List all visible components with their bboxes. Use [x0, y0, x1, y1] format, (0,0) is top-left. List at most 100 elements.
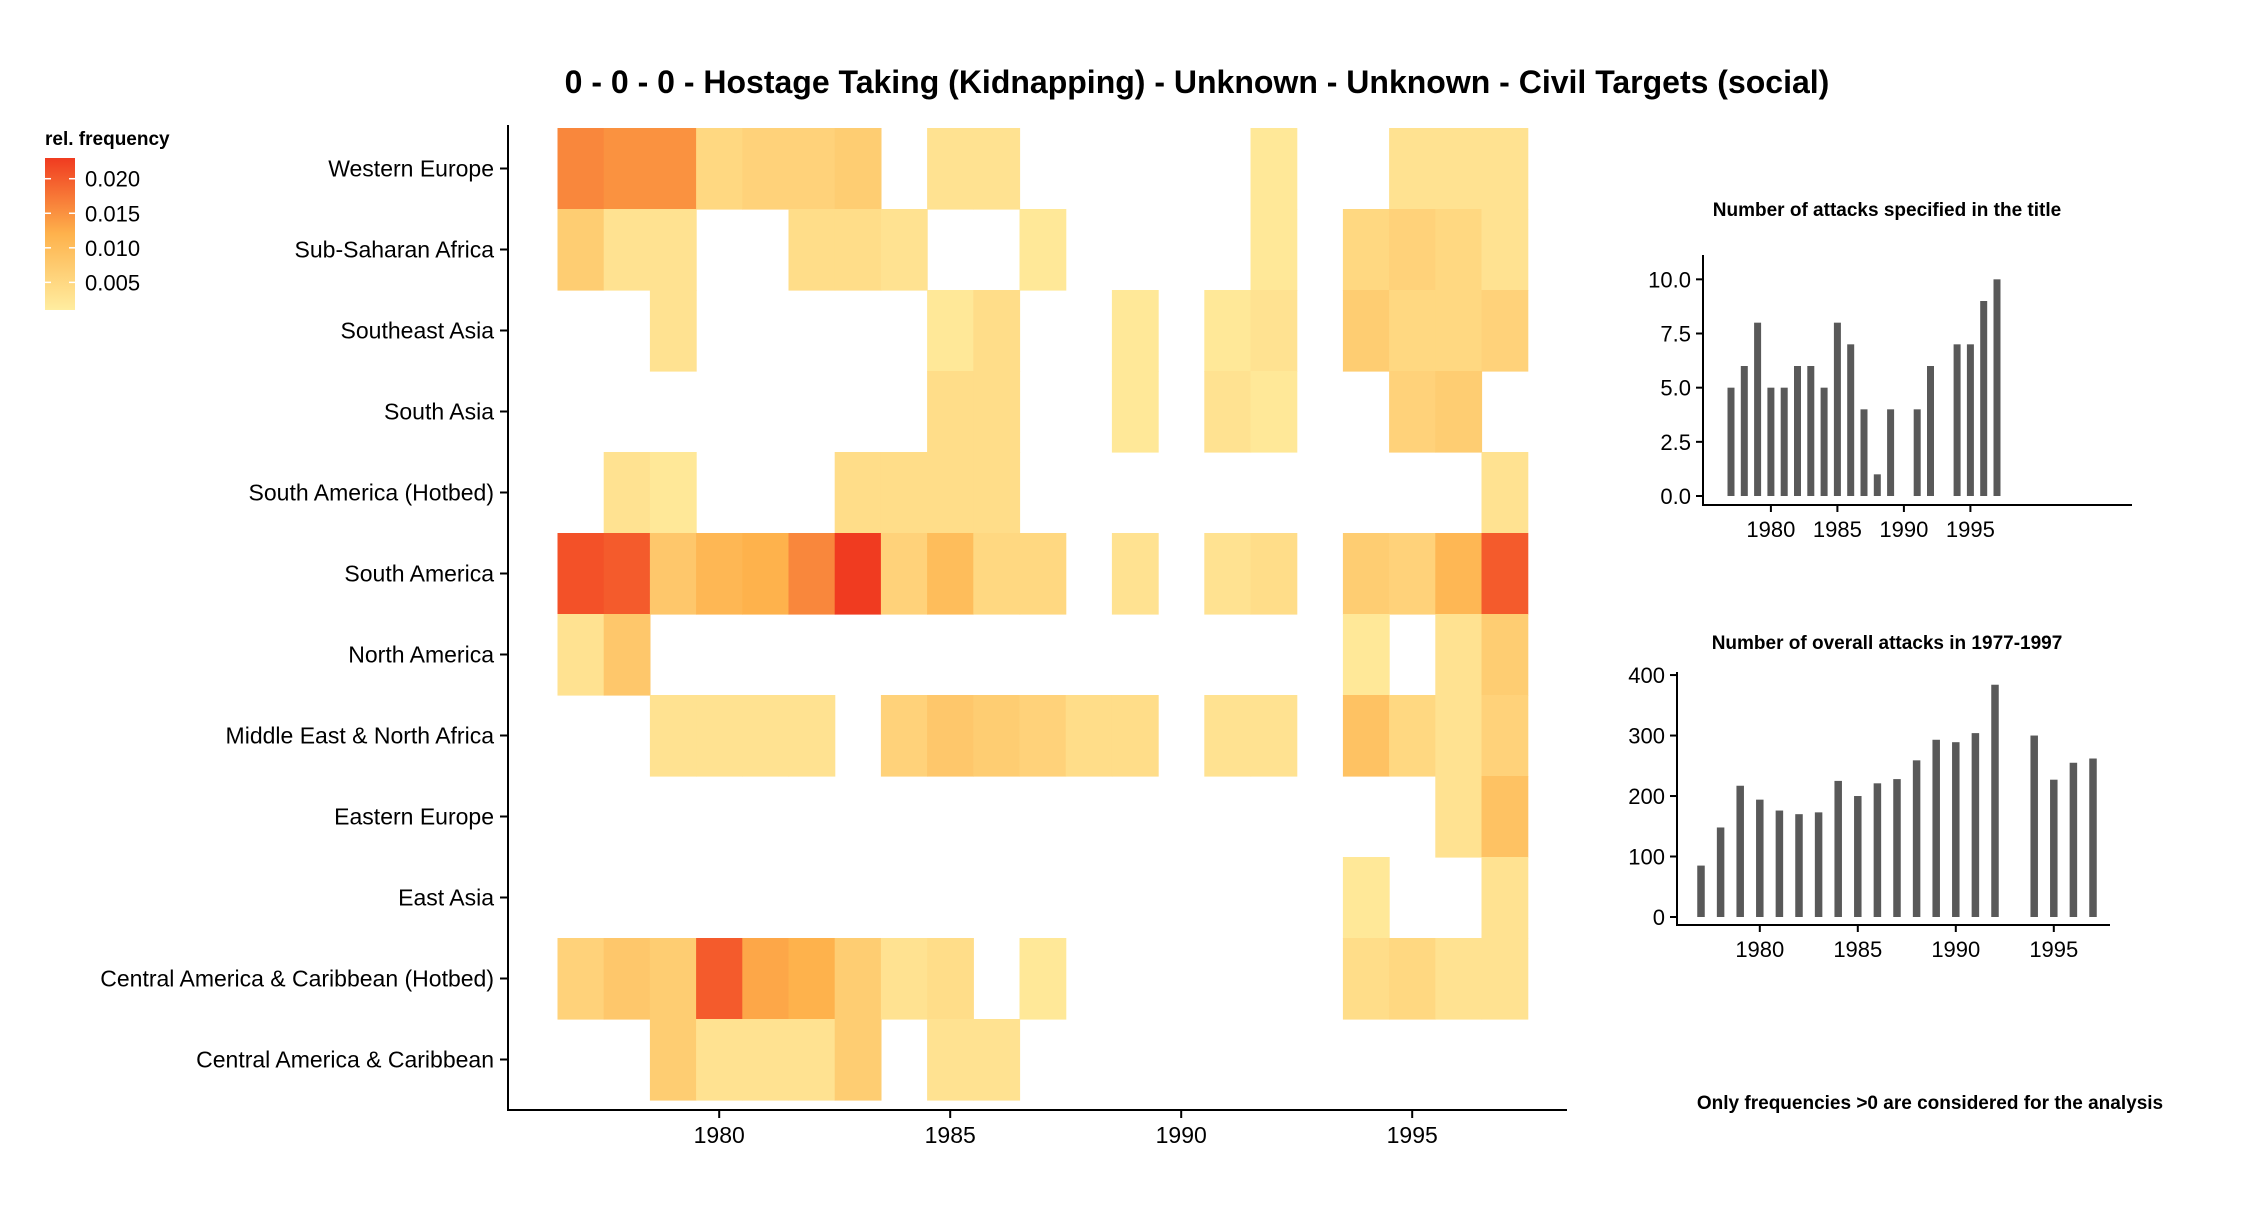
- y-tick-label: 100: [1628, 845, 1665, 870]
- bar: [1847, 344, 1855, 496]
- heatmap-cell: [1481, 533, 1529, 615]
- bar: [1775, 810, 1784, 917]
- heatmap-cell: [1435, 128, 1483, 210]
- heatmap-cell: [1389, 290, 1436, 372]
- heatmap-cell: [557, 938, 605, 1020]
- heatmap-cell: [1435, 938, 1483, 1020]
- x-tick-label: 1980: [1735, 937, 1784, 962]
- heatmap-cell: [973, 695, 1021, 777]
- x-tick-label: 1995: [2029, 937, 2078, 962]
- heatmap-cell: [1019, 938, 1067, 1020]
- heatmap-cell: [1435, 533, 1483, 615]
- x-tick-label: 1995: [1946, 517, 1995, 542]
- heatmap-cell: [557, 209, 605, 291]
- heatmap-cell: [1250, 290, 1298, 372]
- y-tick-label: 0.0: [1660, 484, 1691, 509]
- bar: [1754, 322, 1762, 496]
- heatmap-cell: [788, 1019, 836, 1101]
- heatmap-cell: [1342, 938, 1390, 1020]
- heatmap-cell: [1435, 209, 1483, 291]
- bar: [1756, 799, 1764, 917]
- attacks-specified-bar-chart: Number of attacks specified in the title…: [1648, 200, 2132, 542]
- heatmap-row-label: Central America & Caribbean (Hotbed): [100, 966, 494, 992]
- heatmap-cell: [880, 695, 928, 777]
- heatmap-row-label: North America: [348, 642, 494, 668]
- chart-title: 0 - 0 - 0 - Hostage Taking (Kidnapping) …: [565, 64, 1830, 100]
- legend-label: 0.005: [85, 270, 140, 295]
- heatmap-cell: [788, 209, 836, 291]
- bar: [1993, 279, 2001, 496]
- bar: [1716, 827, 1725, 917]
- y-tick-label: 5.0: [1660, 376, 1691, 401]
- heatmap-cell: [1435, 695, 1483, 777]
- y-tick-label: 200: [1628, 784, 1665, 809]
- heatmap-cell: [834, 938, 882, 1020]
- heatmap-cell: [973, 290, 1021, 372]
- heatmap-cell: [1342, 614, 1390, 696]
- bar: [1991, 684, 1999, 917]
- bar2-title: Number of overall attacks in 1977-1997: [1712, 633, 2063, 654]
- heatmap-cell: [1111, 533, 1159, 615]
- bar: [1820, 387, 1828, 496]
- heatmap-cell: [603, 128, 651, 210]
- heatmap-cell: [603, 209, 651, 291]
- heatmap-cell: [696, 533, 743, 615]
- bar: [1966, 344, 1974, 496]
- heatmap-cell: [927, 1019, 974, 1101]
- bar: [1980, 301, 1988, 496]
- heatmap-cell: [788, 938, 836, 1020]
- heatmap-x-tick-label: 1995: [1387, 1122, 1438, 1148]
- heatmap-cell: [1481, 857, 1529, 939]
- y-tick-label: 300: [1628, 724, 1665, 749]
- bar: [1953, 344, 1961, 496]
- heatmap-cell: [1342, 209, 1390, 291]
- heatmap-cell: [1389, 128, 1436, 210]
- bar: [1873, 474, 1881, 496]
- heatmap-cell: [927, 938, 974, 1020]
- bar: [1913, 409, 1921, 496]
- y-tick-label: 2.5: [1660, 430, 1691, 455]
- heatmap-cell: [834, 452, 882, 534]
- heatmap-cell: [603, 938, 651, 1020]
- heatmap-cell: [1435, 290, 1483, 372]
- legend-label: 0.020: [85, 167, 140, 192]
- heatmap-cell: [834, 128, 882, 210]
- legend-label: 0.010: [85, 236, 140, 261]
- bar: [1912, 760, 1921, 917]
- heatmap-cell: [1204, 533, 1252, 615]
- heatmap-cell: [1481, 290, 1529, 372]
- heatmap-cell: [557, 614, 605, 696]
- heatmap-cell: [1204, 290, 1252, 372]
- heatmap-cell: [742, 938, 790, 1020]
- heatmap-cell: [1250, 128, 1298, 210]
- heatmap-cell: [1389, 371, 1436, 453]
- y-tick-label: 10.0: [1648, 267, 1691, 292]
- heatmap-cell: [973, 452, 1021, 534]
- heatmap-cell: [1389, 938, 1436, 1020]
- heatmap-cell: [1435, 371, 1483, 453]
- heatmap-cell: [649, 938, 697, 1020]
- heatmap-cell: [1481, 938, 1529, 1020]
- heatmap-row-label: South America (Hotbed): [249, 480, 494, 506]
- bar: [1887, 409, 1895, 496]
- heatmap-cell: [603, 452, 651, 534]
- bar: [1807, 366, 1815, 496]
- heatmap-cell: [649, 533, 697, 615]
- x-tick-label: 1985: [1813, 517, 1862, 542]
- heatmap-cell: [557, 128, 605, 210]
- legend-title: rel. frequency: [45, 129, 170, 150]
- heatmap-row-label: Southeast Asia: [341, 318, 495, 344]
- y-tick-label: 400: [1628, 663, 1665, 688]
- bar: [1814, 812, 1823, 917]
- heatmap-cell: [649, 695, 697, 777]
- heatmap-cell: [1389, 533, 1436, 615]
- heatmap-cell: [742, 695, 790, 777]
- bar: [1854, 796, 1862, 917]
- heatmap-cell: [1019, 209, 1067, 291]
- heatmap-cell: [1481, 776, 1529, 858]
- legend-colorbar: [45, 158, 75, 310]
- heatmap-cell: [788, 128, 836, 210]
- heatmap-x-tick-label: 1985: [925, 1122, 976, 1148]
- heatmap-cell: [1481, 614, 1529, 696]
